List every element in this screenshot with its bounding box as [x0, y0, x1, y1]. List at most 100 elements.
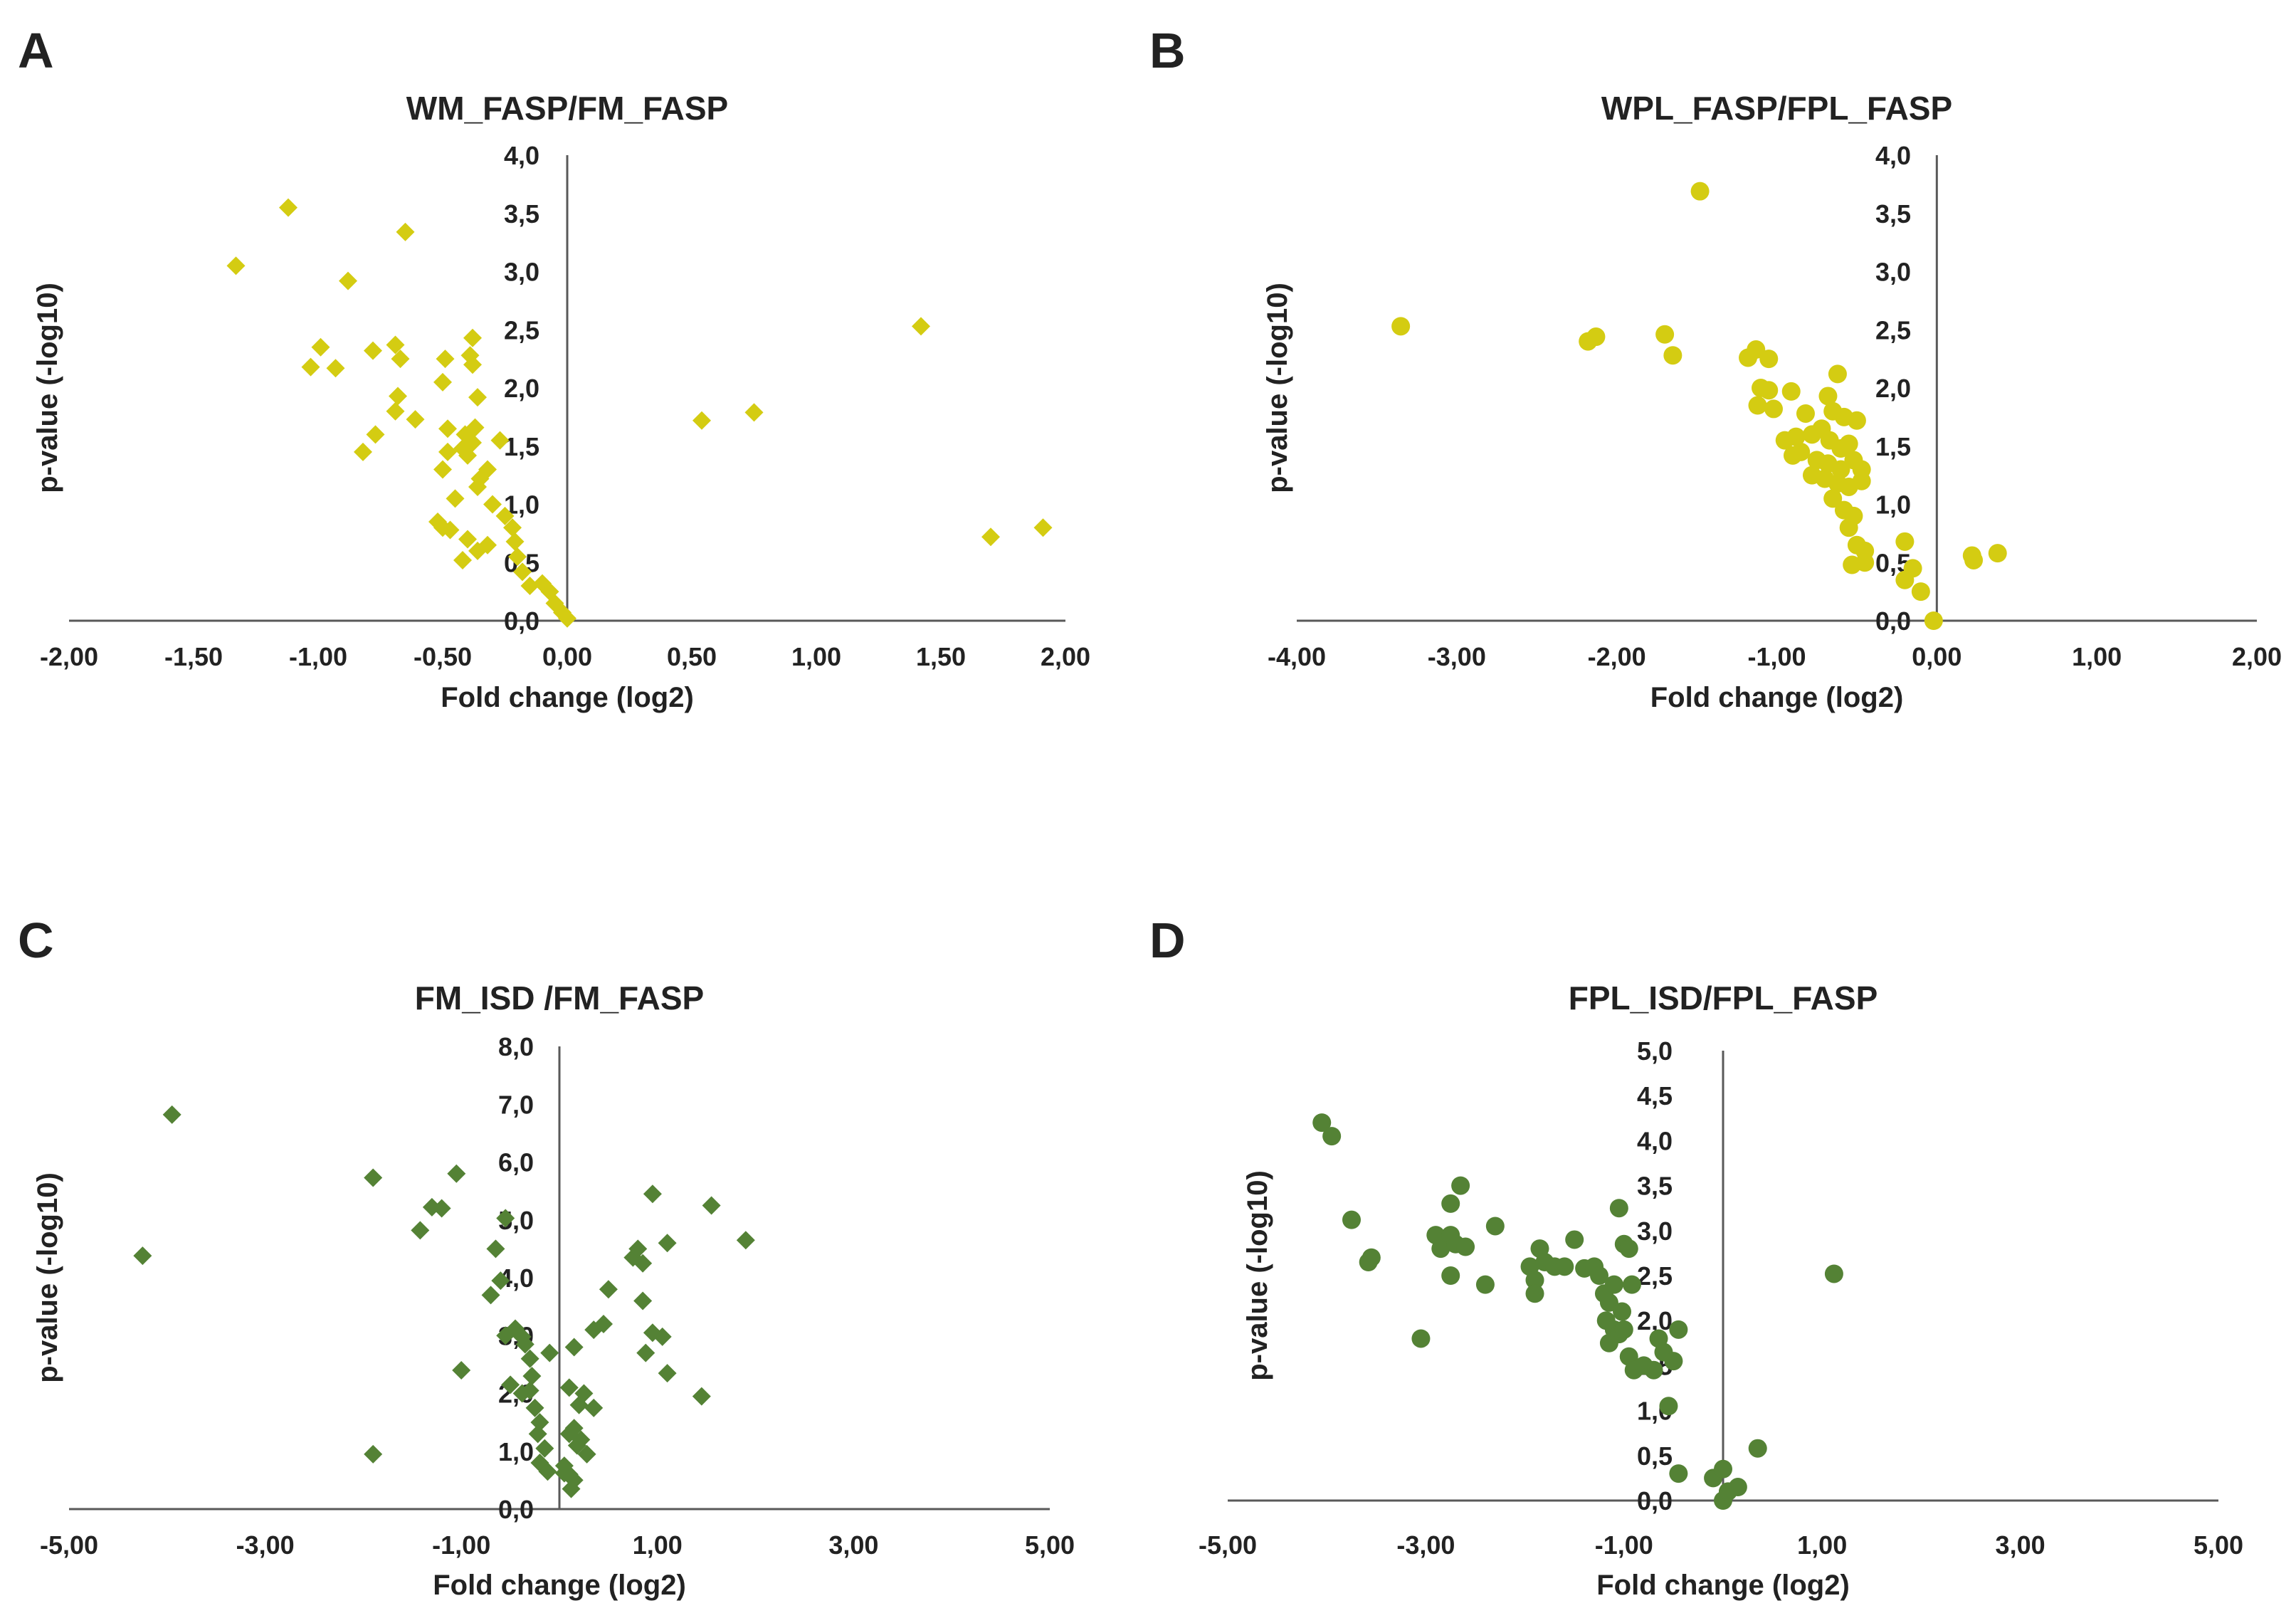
data-point — [452, 1361, 471, 1380]
data-point — [432, 1199, 451, 1218]
data-point — [538, 1462, 557, 1481]
data-point — [628, 1239, 648, 1259]
data-point — [1895, 532, 1915, 551]
data-point — [1525, 1271, 1544, 1290]
y-axis-title: p-value (-log10) — [1242, 1170, 1273, 1381]
x-tick-label: 5,00 — [2194, 1530, 2243, 1560]
data-point — [1855, 553, 1875, 572]
data-point — [1586, 327, 1606, 347]
data-point — [496, 1326, 515, 1345]
data-point — [501, 1375, 520, 1394]
y-tick-label: 1,5 — [1875, 432, 1911, 461]
data-point — [406, 410, 425, 429]
data-point — [326, 359, 345, 378]
data-point — [912, 317, 930, 336]
data-point — [433, 372, 452, 392]
data-point — [364, 341, 382, 360]
data-point — [458, 446, 477, 465]
panel-letter: D — [1149, 913, 1186, 968]
x-tick-label: 1,00 — [633, 1530, 683, 1560]
data-point — [226, 256, 246, 275]
x-tick-label: -3,00 — [1428, 642, 1486, 671]
data-point — [133, 1246, 152, 1266]
data-point — [658, 1364, 677, 1383]
data-point — [562, 1479, 581, 1498]
data-point — [530, 1413, 549, 1432]
data-point — [1033, 518, 1053, 537]
x-tick-label: -2,00 — [1588, 642, 1646, 671]
data-points — [133, 1105, 755, 1498]
x-tick-label: -1,00 — [1595, 1530, 1653, 1560]
data-point — [1791, 442, 1811, 461]
data-point — [458, 530, 477, 549]
data-points — [226, 198, 1053, 628]
data-point — [1748, 396, 1767, 415]
y-tick-label: 3,5 — [1637, 1172, 1673, 1201]
x-tick-label: 5,00 — [1025, 1530, 1075, 1560]
x-tick-label: -0,50 — [414, 642, 472, 671]
panel-letter: A — [18, 23, 54, 78]
x-tick-label: -5,00 — [40, 1530, 98, 1560]
data-point — [465, 418, 485, 437]
x-tick-label: -4,00 — [1268, 642, 1326, 671]
data-point — [468, 388, 487, 407]
data-point — [1823, 489, 1843, 508]
x-tick-label: 2,00 — [1041, 642, 1090, 671]
data-point — [1614, 1320, 1633, 1339]
data-point — [1759, 381, 1779, 400]
data-point — [633, 1254, 653, 1273]
data-point — [490, 431, 510, 450]
data-point — [1342, 1210, 1361, 1229]
y-tick-label: 0,0 — [1875, 606, 1911, 636]
data-point — [366, 425, 385, 444]
data-point — [636, 1343, 655, 1362]
data-point — [1599, 1293, 1618, 1312]
data-point — [574, 1384, 594, 1403]
x-axis-title: Fold change (log2) — [1596, 1570, 1850, 1601]
data-point — [463, 355, 482, 374]
data-point — [692, 1387, 711, 1406]
x-tick-label: 2,00 — [2232, 642, 2282, 671]
data-point — [1555, 1257, 1574, 1276]
data-point — [1988, 544, 2007, 563]
data-point — [1391, 317, 1411, 336]
data-point — [364, 1168, 383, 1187]
x-tick-label: 3,00 — [1996, 1530, 2045, 1560]
x-tick-label: 1,00 — [791, 642, 841, 671]
y-tick-label: 6,0 — [498, 1148, 534, 1177]
data-point — [1839, 518, 1858, 537]
data-point — [653, 1327, 672, 1346]
panel-letter: C — [18, 913, 54, 968]
data-point — [1818, 387, 1838, 406]
x-axis-title: Fold change (log2) — [433, 1570, 686, 1601]
data-point — [554, 1464, 574, 1483]
data-point — [505, 532, 525, 551]
panel-b: B WPL_FASP/FPL_FASP -4,00 -3,00 -2,00 -1,00 0,… — [1149, 23, 2282, 713]
data-point — [1609, 1199, 1628, 1218]
data-point — [463, 328, 482, 347]
data-point — [1669, 1320, 1688, 1339]
data-point — [486, 1239, 505, 1259]
data-point — [599, 1280, 618, 1299]
data-point — [438, 442, 457, 461]
y-tick-label: 1,0 — [498, 1437, 534, 1466]
data-point — [1359, 1253, 1378, 1272]
data-point — [1590, 1266, 1608, 1285]
data-point — [522, 1367, 542, 1386]
y-tick-label: 3,0 — [504, 258, 539, 287]
data-point — [396, 222, 415, 241]
data-point — [468, 477, 487, 496]
x-tick-label: -1,50 — [164, 642, 223, 671]
data-point — [1714, 1459, 1732, 1478]
data-point — [1796, 404, 1815, 423]
x-tick-label: 1,50 — [916, 642, 966, 671]
data-point — [447, 1164, 466, 1183]
data-point — [391, 350, 410, 369]
x-tick-label: -1,00 — [289, 642, 347, 671]
data-point — [1613, 1302, 1632, 1321]
data-point — [1485, 1217, 1505, 1236]
data-point — [658, 1234, 677, 1253]
data-point — [1831, 460, 1850, 479]
x-tick-label: -1,00 — [432, 1530, 490, 1560]
data-point — [577, 1444, 596, 1464]
